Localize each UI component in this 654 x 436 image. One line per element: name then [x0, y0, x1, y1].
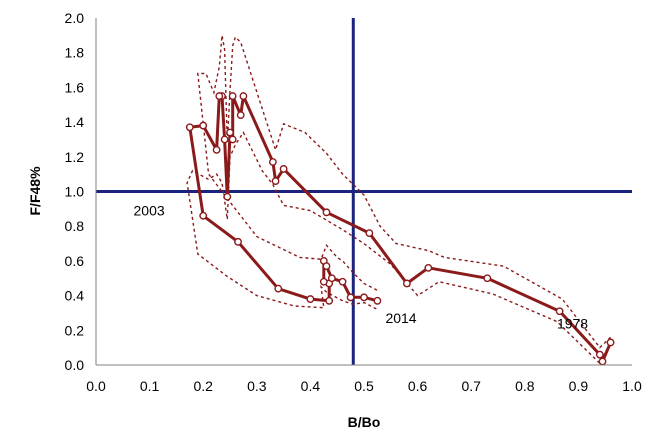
- data-point: [306, 295, 315, 303]
- data-point: [279, 165, 288, 173]
- data-point: [228, 135, 237, 144]
- data-point: [226, 128, 234, 137]
- data-point: [365, 229, 374, 238]
- annotation-label: 2003: [134, 203, 165, 219]
- y-tick-label: 0.2: [65, 322, 85, 338]
- main-series-markers: [185, 92, 615, 366]
- axes: [95, 18, 632, 366]
- data-point: [360, 293, 368, 302]
- data-point: [212, 145, 221, 154]
- data-point: [234, 237, 242, 246]
- data-point: [555, 307, 564, 316]
- data-point: [236, 111, 245, 120]
- y-tick-label: 2.0: [65, 10, 85, 26]
- data-point: [325, 296, 334, 305]
- x-tick-label: 0.0: [86, 378, 106, 394]
- data-point: [223, 192, 232, 201]
- x-axis-title: B/Bo: [348, 414, 381, 430]
- data-point: [595, 350, 604, 359]
- data-point: [228, 92, 237, 100]
- y-tick-label: 1.2: [65, 149, 85, 165]
- x-tick-label: 1.0: [622, 378, 642, 394]
- data-point: [322, 262, 331, 271]
- data-point: [199, 121, 208, 130]
- y-tick-label: 0.6: [65, 253, 85, 269]
- data-point: [338, 277, 347, 286]
- data-point: [319, 277, 328, 286]
- data-point: [322, 208, 331, 217]
- annotation-label: 1978: [557, 315, 588, 331]
- x-tick-label: 0.9: [569, 378, 589, 394]
- y-tick-labels: 0.0 0.2 0.4 0.6 0.8 1.0 1.2 1.4 1.6 1.8 2.0: [65, 10, 85, 373]
- data-point: [271, 177, 280, 185]
- data-point: [239, 92, 248, 100]
- data-point: [220, 135, 229, 144]
- data-point: [483, 274, 492, 283]
- x-tick-label: 0.6: [408, 378, 428, 394]
- data-point: [606, 338, 615, 347]
- data-point: [185, 123, 194, 132]
- x-tick-label: 0.4: [301, 378, 321, 394]
- data-point: [598, 357, 607, 366]
- annotation-label: 2014: [385, 310, 416, 326]
- x-tick-label: 0.5: [354, 378, 374, 394]
- data-point: [268, 158, 277, 166]
- y-axis-title: F/F48%: [27, 166, 43, 216]
- y-tick-label: 1.6: [65, 79, 85, 95]
- x-tick-label: 0.8: [515, 378, 535, 394]
- data-point: [327, 274, 336, 283]
- data-point: [373, 296, 382, 305]
- y-tick-label: 1.0: [65, 184, 85, 200]
- x-tick-label: 0.1: [140, 378, 160, 394]
- y-tick-label: 1.8: [65, 45, 85, 61]
- x-tick-label: 0.7: [461, 378, 481, 394]
- annotations: 2003 2014 1978: [134, 203, 589, 332]
- y-tick-label: 0.4: [65, 288, 85, 304]
- data-point: [424, 263, 433, 272]
- reference-lines: [96, 18, 632, 365]
- x-tick-label: 0.2: [193, 378, 213, 394]
- series-dotted-upper-bound: [197, 35, 612, 349]
- y-tick-label: 0.8: [65, 218, 85, 234]
- x-tick-label: 0.3: [247, 378, 267, 394]
- data-point: [346, 293, 355, 302]
- data-point: [274, 284, 283, 293]
- data-point: [215, 92, 224, 100]
- data-point: [402, 279, 411, 288]
- data-point: [199, 211, 208, 220]
- y-tick-label: 0.0: [65, 357, 85, 373]
- x-tick-labels: 0.0 0.1 0.2 0.3 0.4 0.5 0.6 0.7 0.8 0.9 1.0: [86, 378, 642, 394]
- y-tick-label: 1.4: [65, 114, 85, 130]
